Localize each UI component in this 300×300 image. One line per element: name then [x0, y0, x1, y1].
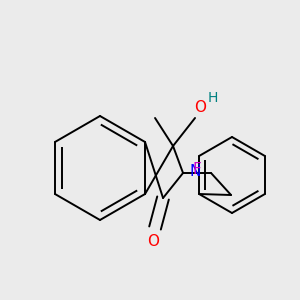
Text: F: F — [193, 163, 202, 178]
Text: H: H — [208, 91, 218, 105]
Text: N: N — [189, 164, 201, 178]
Text: O: O — [194, 100, 206, 116]
Text: O: O — [147, 235, 159, 250]
